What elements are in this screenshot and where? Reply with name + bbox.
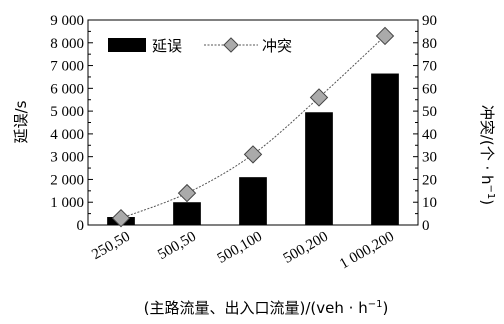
bars-series <box>107 73 399 226</box>
legend-bar-label: 延误 <box>152 37 182 55</box>
right-axis-ticks: 0 10 20 30 40 50 60 70 80 90 <box>413 13 437 234</box>
legend-line-marker <box>223 37 239 53</box>
y-right-tick-label: 20 <box>422 172 437 188</box>
legend-bar-swatch <box>108 38 146 52</box>
y-right-tick-label: 40 <box>422 127 437 143</box>
x-axis-title: (主路流量、出入口流量)/(veh · h−1) <box>144 299 389 317</box>
y-axis-left-title: 延误/s <box>12 100 30 143</box>
category-labels: 250,50 500,50 500,100 500,200 1 000,200 <box>89 229 397 273</box>
x-category-label: 500,200 <box>281 229 331 267</box>
y-right-tick-label: 50 <box>422 104 437 120</box>
y-left-tick-label: 9 000 <box>50 13 84 29</box>
bar <box>371 73 399 226</box>
line-point <box>177 183 197 203</box>
x-category-label: 500,50 <box>155 229 199 263</box>
y-left-tick-label: 2 000 <box>50 172 84 188</box>
line-series <box>111 26 395 228</box>
y-right-tick-label: 80 <box>422 36 437 52</box>
y-left-tick-label: 5 000 <box>50 104 84 120</box>
y-right-tick-label: 90 <box>422 13 437 29</box>
x-category-label: 500,100 <box>215 229 265 267</box>
y-right-tick-label: 0 <box>422 218 430 234</box>
bar <box>305 112 333 225</box>
y-left-tick-label: 6 000 <box>50 81 84 97</box>
y-right-tick-label: 30 <box>422 150 437 166</box>
y-axis-right-title: 冲突/(个 · h−1) <box>478 105 496 205</box>
line-point <box>111 208 131 228</box>
legend-line-label: 冲突 <box>262 37 292 55</box>
y-left-tick-label: 8 000 <box>50 36 84 52</box>
left-axis-ticks: 0 1 000 2 000 3 000 4 000 5 000 6 000 7 000 8 00… <box>50 13 93 234</box>
bar <box>239 177 267 225</box>
line-point <box>309 88 329 107</box>
bar <box>173 202 201 225</box>
y-right-tick-label: 10 <box>422 195 437 211</box>
line-point <box>243 145 263 164</box>
legend: 延误 冲突 <box>108 37 292 55</box>
y-left-tick-label: 3 000 <box>50 150 84 166</box>
y-left-tick-label: 1 000 <box>50 195 84 211</box>
y-left-tick-label: 0 <box>77 218 85 234</box>
y-right-tick-label: 70 <box>422 59 437 75</box>
y-left-tick-label: 7 000 <box>50 59 84 75</box>
y-right-tick-label: 60 <box>422 81 437 97</box>
line-point <box>375 26 395 46</box>
y-left-tick-label: 4 000 <box>50 127 84 143</box>
x-category-label: 250,50 <box>89 229 133 263</box>
x-category-label: 1 000,200 <box>337 229 397 273</box>
